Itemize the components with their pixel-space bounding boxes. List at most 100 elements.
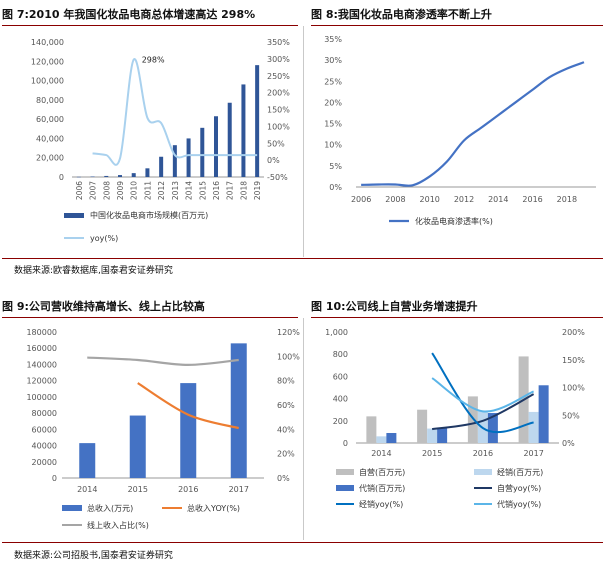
bar xyxy=(172,145,177,177)
legend-label: 化妆品电商渗透率(%) xyxy=(415,216,493,226)
y-tick-label: 0% xyxy=(329,183,342,192)
x-tick-label: 2006 xyxy=(351,195,371,204)
y-right-tick-label: 0% xyxy=(277,474,290,483)
y-left-tick-label: 140,000 xyxy=(31,38,64,47)
legend-label: 中国化妆品电商市场规模(百万元) xyxy=(90,210,208,220)
y-left-tick-label: 20000 xyxy=(32,458,57,467)
legend-label: 线上收入占比(%) xyxy=(87,520,149,530)
legend-label: 总收入YOY(%) xyxy=(187,503,240,513)
x-tick-label: 2017 xyxy=(229,485,249,494)
x-tick-label: 2016 xyxy=(522,195,542,204)
y-right-tick-label: 200% xyxy=(267,89,290,98)
chart-market-size: 0 20,000 40,000 60,000 80,000 100,000 120,000 1… xyxy=(31,38,290,243)
chart-segments: 0 200 400 600 800 1,000 0% 50% 100% 150% 200% 2014 2… xyxy=(325,328,585,509)
x-tick-label: 2011 xyxy=(143,181,152,200)
y-left-tick-label: 0 xyxy=(343,439,348,448)
x-tick-label: 2012 xyxy=(454,195,474,204)
y-right-tick-label: 100% xyxy=(267,122,290,131)
y-right-tick-label: 120% xyxy=(277,328,300,337)
source-rule xyxy=(2,542,603,543)
x-tick-label: 2010 xyxy=(130,181,139,200)
y-right-tick-label: 0% xyxy=(562,439,575,448)
title-rule xyxy=(2,25,298,26)
legend-swatch-bar xyxy=(64,213,84,218)
y-right-tick-label: 80% xyxy=(277,377,295,386)
source-note: 数据来源:公司招股书,国泰君安证券研究 xyxy=(14,551,173,561)
y-right-tick-label: 20% xyxy=(277,450,295,459)
x-tick-label: 2006 xyxy=(75,181,84,200)
title-rule xyxy=(311,317,603,318)
y-left-tick-label: 100,000 xyxy=(31,77,64,86)
y-left-tick-label: 120,000 xyxy=(31,57,64,66)
bar xyxy=(427,428,438,443)
bar xyxy=(90,176,95,178)
y-left-tick-label: 600 xyxy=(333,372,348,381)
yoy-line xyxy=(431,352,534,434)
bar xyxy=(79,443,96,478)
legend-label: 总收入(万元) xyxy=(87,503,133,513)
yoy-line xyxy=(92,58,258,166)
y-right-tick-label: 300% xyxy=(267,55,290,64)
series-line xyxy=(137,382,240,430)
y-left-tick-label: 100000 xyxy=(26,393,57,402)
y-left-tick-label: 140000 xyxy=(26,360,57,369)
y-tick-label: 5% xyxy=(329,162,342,171)
y-left-tick-label: 200 xyxy=(333,417,348,426)
y-left-tick-label: 40,000 xyxy=(36,134,64,143)
y-left-tick-label: 40000 xyxy=(32,442,57,451)
x-tick-label: 2015 xyxy=(422,449,442,458)
x-tick-label: 2007 xyxy=(89,181,98,200)
y-left-tick-label: 0 xyxy=(52,474,57,483)
yoy-line xyxy=(431,393,535,431)
x-tick-label: 2009 xyxy=(116,181,125,200)
y-left-tick-label: 120000 xyxy=(26,377,57,386)
bar xyxy=(437,427,448,443)
x-tick-label: 2019 xyxy=(253,181,262,200)
bar xyxy=(145,168,150,177)
x-tick-label: 2008 xyxy=(102,181,111,200)
y-right-tick-label: 50% xyxy=(267,139,285,148)
penetration-line xyxy=(361,61,585,187)
chart-title: 图 7:2010 年我国化妆品电商总体增速高达 298% xyxy=(2,8,256,21)
y-right-tick-label: 100% xyxy=(277,352,300,361)
y-left-tick-label: 400 xyxy=(333,395,348,404)
x-tick-label: 2016 xyxy=(212,181,221,200)
bar xyxy=(255,65,260,177)
legend-label: 代销(百万元) xyxy=(359,483,405,493)
y-left-tick-label: 20,000 xyxy=(36,154,64,163)
y-right-tick-label: -50% xyxy=(267,173,288,182)
bar xyxy=(366,416,377,443)
y-left-tick-label: 160000 xyxy=(26,344,57,353)
bar xyxy=(131,173,136,177)
y-left-tick-label: 60000 xyxy=(32,425,57,434)
legend-label: 自营yoy(%) xyxy=(497,483,541,493)
bar xyxy=(528,411,539,443)
x-tick-label: 2012 xyxy=(157,181,166,200)
y-tick-label: 20% xyxy=(324,98,342,107)
legend-label: 代销yoy(%) xyxy=(497,499,541,509)
y-tick-label: 15% xyxy=(324,120,342,129)
y-tick-label: 10% xyxy=(324,141,342,150)
bar xyxy=(241,84,246,177)
x-tick-label: 2014 xyxy=(371,449,391,458)
bar xyxy=(487,413,498,443)
bar xyxy=(227,102,232,177)
bar xyxy=(376,436,387,443)
bar xyxy=(417,409,428,443)
y-tick-label: 25% xyxy=(324,77,342,86)
x-tick-label: 2013 xyxy=(171,181,180,200)
x-tick-label: 2015 xyxy=(198,181,207,200)
y-left-tick-label: 180000 xyxy=(26,328,57,337)
x-tick-label: 2016 xyxy=(473,449,493,458)
y-right-tick-label: 60% xyxy=(277,401,295,410)
y-right-tick-label: 40% xyxy=(277,425,295,434)
y-left-tick-label: 80000 xyxy=(32,409,57,418)
bar xyxy=(76,176,81,178)
y-right-tick-label: 250% xyxy=(267,72,290,81)
legend-swatch-bar xyxy=(336,485,354,491)
title-rule xyxy=(2,317,298,318)
x-tick-label: 2018 xyxy=(239,181,248,200)
legend-swatch-bar xyxy=(474,469,492,475)
x-tick-label: 2017 xyxy=(226,181,235,200)
